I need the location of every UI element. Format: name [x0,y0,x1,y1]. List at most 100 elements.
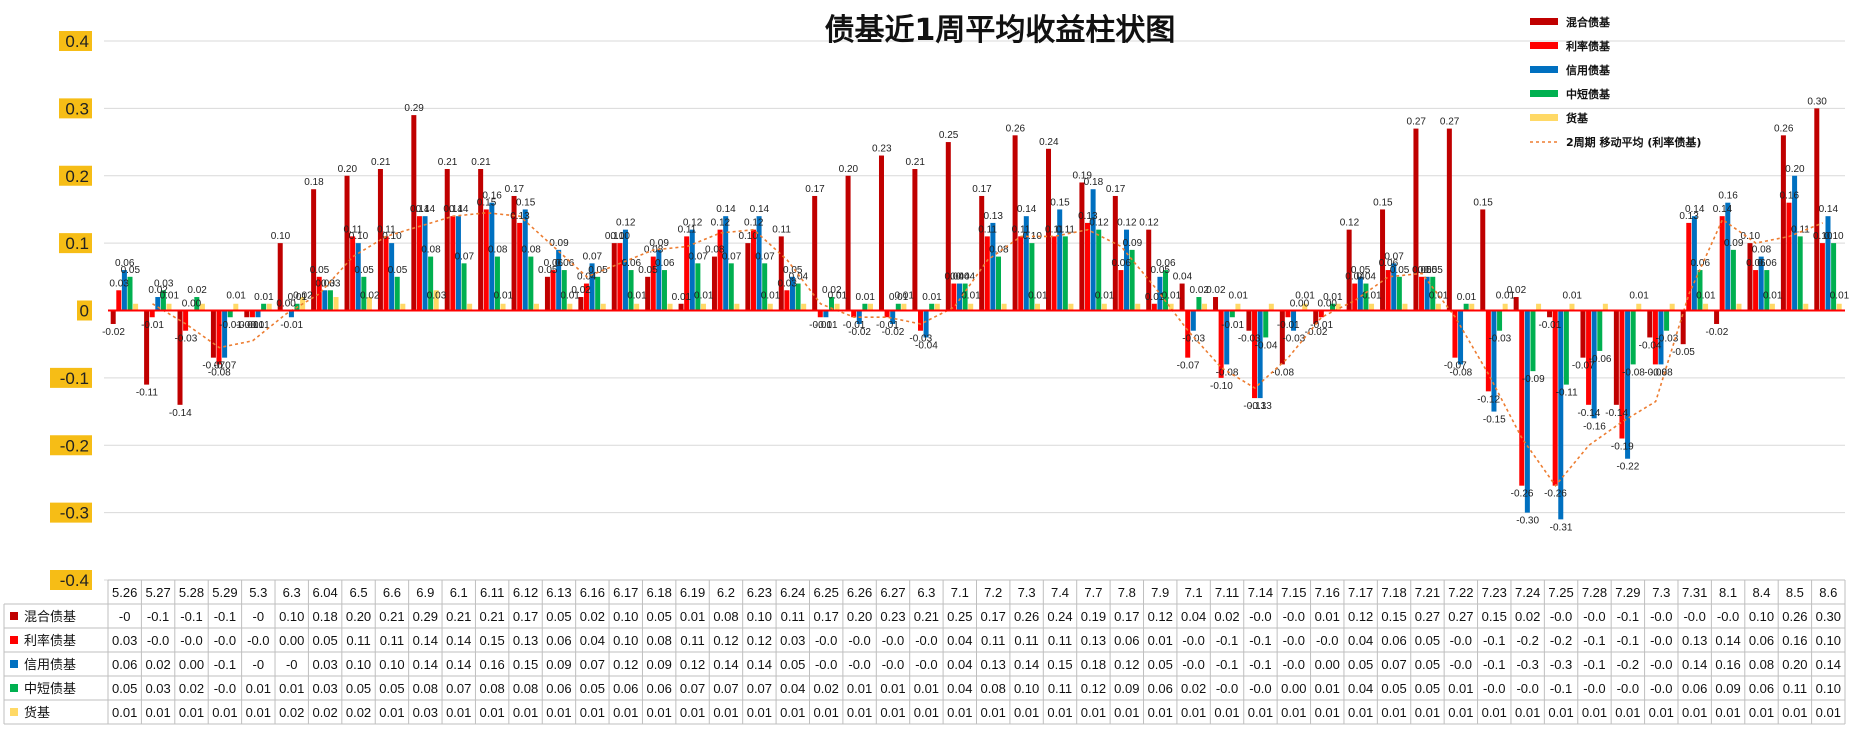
table-cell: 0.23 [880,609,905,624]
bar [1051,236,1057,311]
table-cell: -0.0 [147,633,169,648]
table-cell: 0.07 [680,681,705,696]
bar [1780,135,1786,311]
bar [1580,310,1586,358]
bar [728,263,734,311]
table-cell: 0.07 [1381,657,1406,672]
bar [678,303,684,311]
bar [996,256,1002,311]
table-cell: 0.11 [1014,633,1038,648]
data-label: 0.04 [1357,272,1377,283]
bar [389,243,395,311]
bar [227,310,233,318]
bar [1179,283,1185,311]
legend-swatch [1530,66,1558,73]
table-cell: 0.01 [1816,705,1841,720]
data-label: -0.02 [882,327,905,338]
grid-lines [104,40,1845,581]
table-cell: 0.01 [479,705,504,720]
bar [1586,310,1592,405]
bar [917,310,923,331]
bar [1062,236,1068,311]
data-label: 0.05 [538,265,558,276]
bar [1485,310,1491,392]
table-cell: 0.17 [814,609,839,624]
table-cell: 0.02 [145,657,170,672]
table-cell: 0.01 [1181,705,1206,720]
legend-swatch [1530,90,1558,97]
bar [1313,310,1319,324]
bar [734,303,740,311]
data-label: 0.01 [855,292,875,303]
legend-label: 货基 [1565,111,1589,125]
table-cell: -0.0 [1717,609,1739,624]
bar [1124,229,1130,311]
bar [288,310,294,318]
data-label: 0.23 [872,144,892,155]
table-cell: -0.0 [1450,657,1472,672]
y-tick-label: -0.3 [60,504,89,523]
bar [1669,303,1675,311]
bar [890,310,896,324]
table-cell: 0.14 [446,633,471,648]
table-cell: 0.01 [246,681,271,696]
bar [1658,310,1664,365]
data-label: 0.09 [1724,238,1744,249]
bar [1730,249,1736,311]
bar [277,243,283,311]
data-label: 0.06 [555,258,575,269]
bar [1836,303,1842,311]
table-category: 7.25 [1548,585,1573,600]
data-label: 0.07 [755,251,775,262]
table-cell: -0.0 [247,633,269,648]
bar [1563,310,1569,385]
table-cell: 0.10 [279,609,304,624]
bar [561,270,567,311]
bar [1686,222,1692,311]
table-category: 5.29 [212,585,237,600]
data-label: -0.04 [1255,340,1278,351]
bar [1814,108,1820,311]
table-cell: -0.0 [1516,681,1538,696]
bar [634,303,640,311]
bar [756,216,762,311]
table-cell: 0.01 [1315,681,1340,696]
table-cell: -0.0 [180,633,202,648]
data-label: -0.07 [1444,361,1467,372]
data-label: 0.21 [471,157,491,168]
data-label: -0.01 [247,320,270,331]
data-label: 0.01 [226,291,246,302]
table-cell: 0.05 [1381,681,1406,696]
bar [1691,216,1697,311]
table-cell: 0.00 [1281,681,1306,696]
data-label: 0.12 [616,218,636,229]
table-cell: 0.26 [1014,609,1039,624]
bar [544,276,550,311]
table-cell: 0.17 [513,609,538,624]
bar [400,303,406,311]
table-cell: 0.05 [1148,657,1173,672]
bar [1597,310,1603,351]
bar [1402,303,1408,311]
table-cell: 0.05 [580,681,605,696]
legend-label: 信用债基 [1566,63,1611,77]
bar [121,270,127,311]
bar [1157,276,1163,311]
table-category: 6.11 [480,585,504,600]
table-category: 6.18 [647,585,672,600]
data-label: 0.05 [1390,265,1410,276]
table-cell: 0.14 [713,657,738,672]
data-label: -0.13 [1243,401,1266,412]
bar [1625,310,1631,459]
data-label: 0.10 [1741,231,1761,242]
data-label: 0.30 [1807,96,1827,107]
table-cell: -0.3 [1516,657,1538,672]
table-cell: 0.20 [847,609,872,624]
data-label: -0.10 [1210,381,1233,392]
data-label: -0.03 [1182,334,1205,345]
bar [1001,303,1007,311]
data-label: 0.07 [1384,251,1404,262]
data-label: -0.03 [1488,334,1511,345]
bar [322,290,328,311]
data-label: 0.01 [494,291,514,302]
